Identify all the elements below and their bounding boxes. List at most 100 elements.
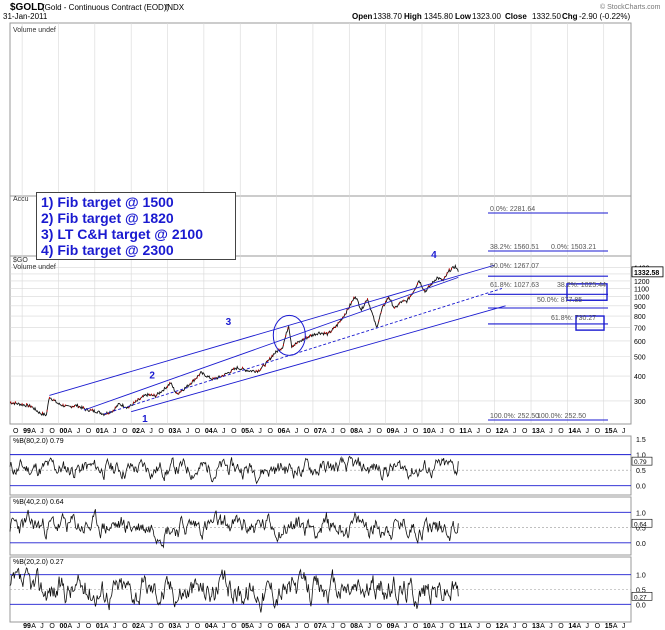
x-month-bottom: J xyxy=(186,623,190,630)
indicator-panels: %B(80,2.0) 0.79 1.5 1.0 0.5 0.0 0.79 %B(40,2.0… xyxy=(9,435,653,630)
x-month: J xyxy=(40,428,44,435)
x-month-bottom: J xyxy=(622,623,626,630)
y-tick-300: 300 xyxy=(634,399,646,406)
x-month: J xyxy=(258,428,262,435)
x-month-bottom: O xyxy=(267,623,273,630)
y-tick-800: 800 xyxy=(634,314,646,321)
x-year-bottom: 14 xyxy=(568,623,576,630)
x-year-05: 05 xyxy=(241,428,249,435)
indicator-line xyxy=(9,567,459,613)
x-month: J xyxy=(186,428,190,435)
x-year-14: 14 xyxy=(568,428,576,435)
x-month-bottom: J xyxy=(367,623,371,630)
x-month-bottom: O xyxy=(158,623,164,630)
x-month: J xyxy=(367,428,371,435)
indicator-value: 0.79 xyxy=(634,459,647,466)
x-year-02: 02 xyxy=(132,428,140,435)
x-month-bottom: O xyxy=(377,623,383,630)
watermark: © StockCharts.com xyxy=(600,3,661,11)
x-month: A xyxy=(177,428,182,435)
indicator-value-box xyxy=(631,518,653,528)
x-month-bottom: J xyxy=(149,623,153,630)
x-month: A xyxy=(576,428,581,435)
x-month-bottom: J xyxy=(440,623,444,630)
x-year-bottom: 01 xyxy=(96,623,104,630)
chart-date: 31-Jan-2011 xyxy=(3,12,48,21)
x-month-bottom: A xyxy=(177,623,182,630)
x-month-bottom: A xyxy=(358,623,363,630)
fib-label-3: 50.0%: 1267.07 xyxy=(490,263,539,270)
x-year-08: 08 xyxy=(350,428,358,435)
channel-inner xyxy=(83,276,459,411)
x-month: A xyxy=(213,428,218,435)
x-year-00: 00 xyxy=(59,428,67,435)
x-year-15: 15 xyxy=(605,428,613,435)
x-month: A xyxy=(249,428,254,435)
indicator-panel-3: %B(20,2.0) 0.27 1.0 0.5 0.00.27 xyxy=(9,556,653,623)
x-month-bottom: A xyxy=(104,623,109,630)
indicator-panel-2: %B(40,2.0) 0.64 1.0 0.5 0.0 0.64 xyxy=(9,496,653,556)
x-month-bottom: A xyxy=(322,623,327,630)
x-year-bottom: 05 xyxy=(241,623,249,630)
x-month: J xyxy=(404,428,408,435)
indicator-label: %B(20,2.0) 0.27 xyxy=(13,559,64,566)
x-month: O xyxy=(558,428,564,435)
low-value: 1323.00 xyxy=(472,12,501,21)
x-month: A xyxy=(358,428,363,435)
x-month-bottom: O xyxy=(304,623,310,630)
indicator-label: %B(80,2.0) 0.79 xyxy=(13,438,64,445)
x-month-bottom: O xyxy=(522,623,528,630)
x-year-bottom: 15 xyxy=(605,623,613,630)
fib-label-7: 61.8%: 730.27 xyxy=(551,315,596,322)
legend-item-2: 2) Fib target @ 1820 xyxy=(41,210,174,226)
fib-label-1: 38.2%: 1560.51 xyxy=(490,244,539,251)
wave-label-2: 2 xyxy=(149,370,155,381)
x-month: J xyxy=(77,428,81,435)
overlays: 1 2 3 4 0.0%: 2281.64 38.2%: 1560.51 0.0%: 150… xyxy=(49,206,608,425)
target-box-1025 xyxy=(566,283,608,301)
x-year-bottom: 10 xyxy=(423,623,431,630)
fib-label-6: 50.0%: 877.85 xyxy=(537,297,582,304)
x-month-bottom: J xyxy=(258,623,262,630)
breakout-circle xyxy=(272,314,306,356)
indicator-tick: 1.0 xyxy=(636,573,646,580)
x-year-04: 04 xyxy=(205,428,213,435)
indicator-panel-1: %B(80,2.0) 0.79 1.5 1.0 0.5 0.0 0.79 xyxy=(9,435,653,496)
y-tick-600: 600 xyxy=(634,339,646,346)
x-year-bottom: 07 xyxy=(314,623,322,630)
x-month: A xyxy=(467,428,472,435)
x-month: J xyxy=(295,428,299,435)
indicator-tick: 0.0 xyxy=(636,602,646,609)
x-month-bottom: O xyxy=(595,623,601,630)
x-month-bottom: O xyxy=(449,623,455,630)
indicator-line xyxy=(9,509,459,549)
x-month-bottom: O xyxy=(558,623,564,630)
x-month: O xyxy=(49,428,55,435)
y-tick-500: 500 xyxy=(634,355,646,362)
x-month-bottom: J xyxy=(404,623,408,630)
x-month-bottom: A xyxy=(68,623,73,630)
x-month-bottom: J xyxy=(586,623,590,630)
symbol-desc: (Gold - Continuous Contract (EOD)) xyxy=(42,3,169,12)
fib-label-9: 100.0%: 252.50 xyxy=(537,413,586,420)
x-month: A xyxy=(140,428,145,435)
indicator-label: %B(40,2.0) 0.64 xyxy=(13,499,64,506)
high-label: High xyxy=(404,12,422,21)
x-month: O xyxy=(231,428,237,435)
x-month-bottom: O xyxy=(340,623,346,630)
y-tick-1100: 1100 xyxy=(634,286,649,293)
x-month: A xyxy=(540,428,545,435)
x-year-bottom: 09 xyxy=(387,623,395,630)
x-month-bottom: J xyxy=(113,623,117,630)
target-box-730 xyxy=(575,315,605,331)
x-month-bottom: A xyxy=(249,623,254,630)
price-series xyxy=(9,263,459,417)
indicator-tick: 1.0 xyxy=(636,453,646,460)
x-month: O xyxy=(86,428,92,435)
x-month: O xyxy=(413,428,419,435)
x-month: O xyxy=(267,428,273,435)
legend-item-4: 4) Fib target @ 2300 xyxy=(41,242,174,258)
exchange: INDX xyxy=(165,3,185,12)
y-tick-1000: 1000 xyxy=(634,295,650,302)
